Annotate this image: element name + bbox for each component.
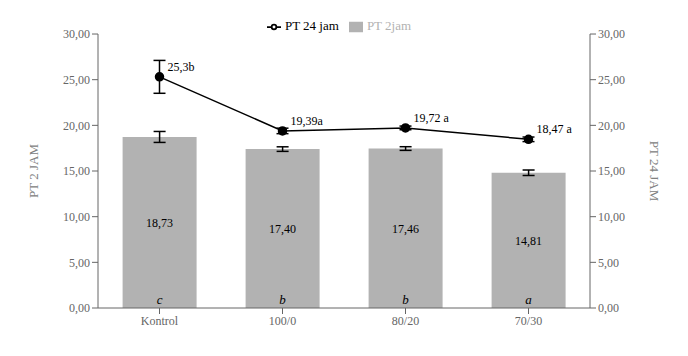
svg-text:30,00: 30,00 <box>63 27 90 41</box>
svg-text:10,00: 10,00 <box>598 210 625 224</box>
svg-text:17,40: 17,40 <box>269 222 296 236</box>
svg-text:20,00: 20,00 <box>63 119 90 133</box>
svg-text:10,00: 10,00 <box>63 210 90 224</box>
svg-text:5,00: 5,00 <box>69 256 90 270</box>
html-text:PT 2jam: PT 2jam <box>366 18 412 33</box>
svg-text:100/0: 100/0 <box>269 314 296 328</box>
svg-text:17,46: 17,46 <box>392 222 419 236</box>
svg-text:c: c <box>157 292 163 307</box>
svg-text:18,47 a: 18,47 a <box>537 122 573 136</box>
svg-text:a: a <box>525 292 532 307</box>
svg-text:25,3b: 25,3b <box>168 60 195 74</box>
html-text:PT 24 jam: PT 24 jam <box>284 18 339 33</box>
svg-text:80/20: 80/20 <box>392 314 419 328</box>
svg-text:PT 24 JAM: PT 24 JAM <box>647 141 662 202</box>
svg-text:15,00: 15,00 <box>63 164 90 178</box>
svg-text:15,00: 15,00 <box>598 164 625 178</box>
svg-text:25,00: 25,00 <box>598 73 625 87</box>
svg-text:b: b <box>279 292 286 307</box>
svg-text:30,00: 30,00 <box>598 27 625 41</box>
svg-text:19,72 a: 19,72 a <box>414 111 450 125</box>
svg-text:18,73: 18,73 <box>146 216 173 230</box>
svg-text:5,00: 5,00 <box>598 256 619 270</box>
svg-text:19,39a: 19,39a <box>291 114 324 128</box>
svg-text:Kontrol: Kontrol <box>141 314 179 328</box>
svg-text:70/30: 70/30 <box>515 314 542 328</box>
svg-text:0,00: 0,00 <box>69 301 90 315</box>
svg-text:0,00: 0,00 <box>598 301 619 315</box>
svg-text:PT 2 JAM: PT 2 JAM <box>26 144 41 198</box>
svg-text:b: b <box>402 292 409 307</box>
svg-text:20,00: 20,00 <box>598 119 625 133</box>
svg-text:14,81: 14,81 <box>515 234 542 248</box>
svg-text:25,00: 25,00 <box>63 73 90 87</box>
